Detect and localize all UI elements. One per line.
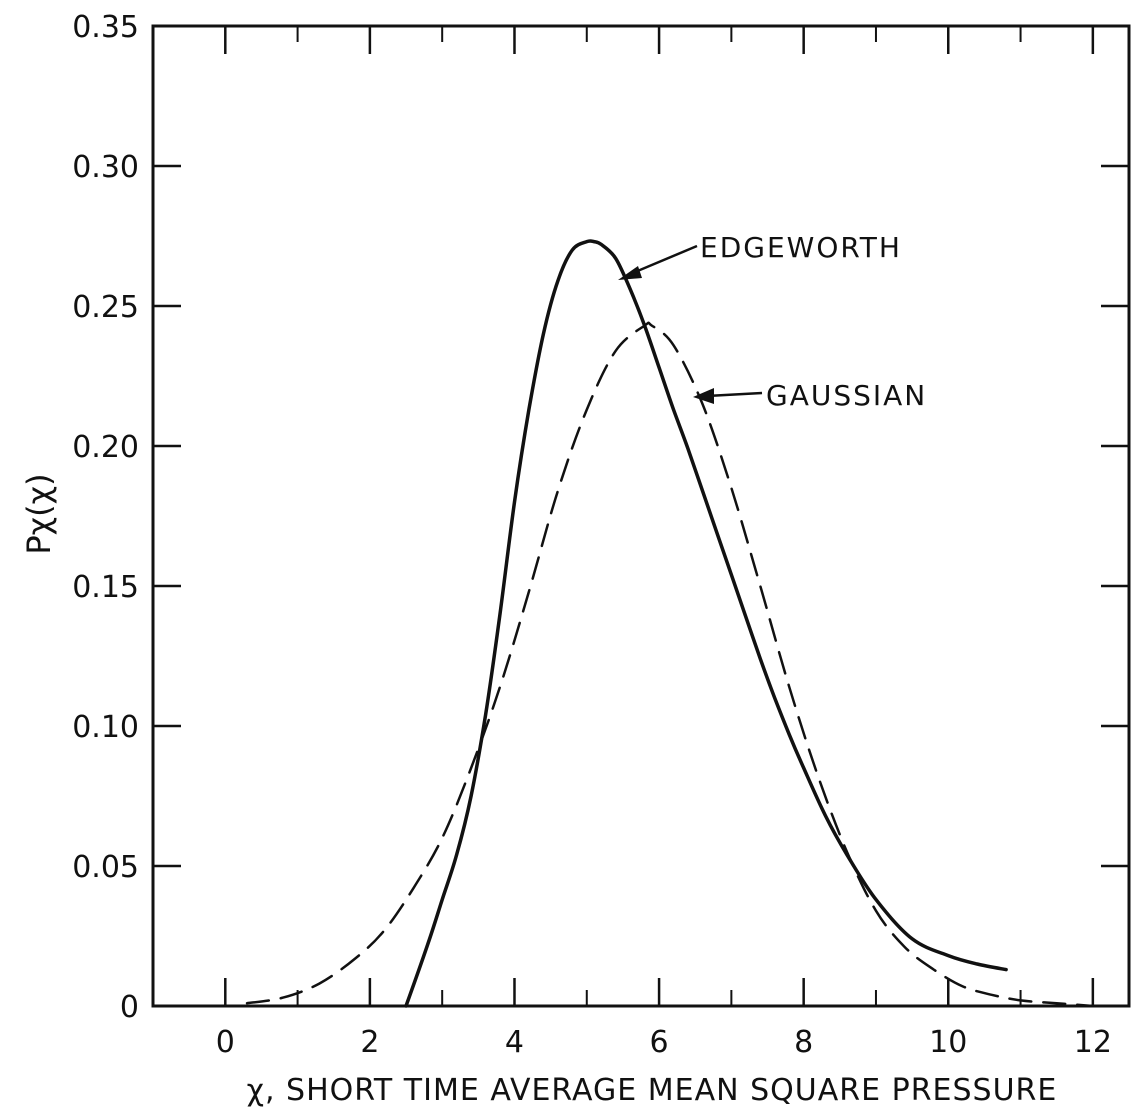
plot-frame [151,24,1131,1008]
gaussian-annotation-label: GAUSSIAN [766,379,927,412]
edgeworth-arrow-shaft [627,244,698,277]
edgeworth-arrow-head [618,266,642,280]
gaussian-arrow-head [693,388,714,404]
annotation-layer: EDGEWORTH GAUSSIAN [618,231,927,412]
x-tick-label: 4 [505,1025,524,1060]
gaussian-arrow-shaft [706,391,763,398]
x-tick-label: 10 [929,1025,967,1060]
edgeworth-annotation-label: EDGEWORTH [700,231,902,264]
y-tick-label: 0.30 [72,150,139,185]
y-tick-label: 0.25 [72,290,139,325]
x-tick-label: 0 [216,1025,235,1060]
ticks-layer: 0 2 4 6 8 10 12 0 0.05 0.10 0.15 0.20 0.25 0.30 0.35 [72,10,1129,1060]
y-tick-label: 0.10 [72,710,139,745]
gaussian-series-line [245,321,1095,1008]
x-tick-label: 6 [650,1025,669,1060]
series-layer [245,239,1095,1008]
y-tick-label: 0.20 [72,430,139,465]
y-axis-label: Pχ(χ) [20,473,58,554]
edgeworth-series-line [404,239,1008,1008]
x-tick-label: 12 [1074,1025,1112,1060]
y-tick-label: 0.05 [72,850,139,885]
y-tick-label: 0.35 [72,10,139,45]
y-tick-label: 0.15 [72,570,139,605]
x-axis-label: χ, SHORT TIME AVERAGE MEAN SQUARE PRESSU… [247,1073,1058,1108]
x-tick-label: 2 [360,1025,379,1060]
y-tick-label: 0 [120,990,139,1025]
x-tick-label: 8 [794,1025,813,1060]
